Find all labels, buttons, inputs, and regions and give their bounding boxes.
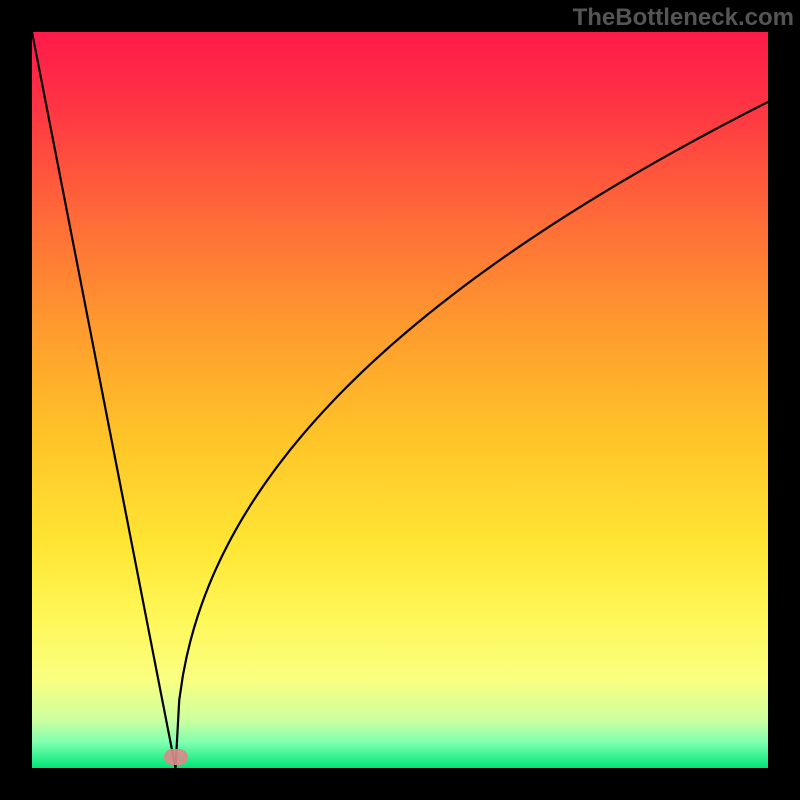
minimum-marker — [164, 749, 188, 765]
chart-container: TheBottleneck.com — [0, 0, 800, 800]
watermark-text: TheBottleneck.com — [573, 4, 794, 32]
gradient-plot-area — [32, 32, 768, 768]
gradient-background — [0, 0, 800, 800]
